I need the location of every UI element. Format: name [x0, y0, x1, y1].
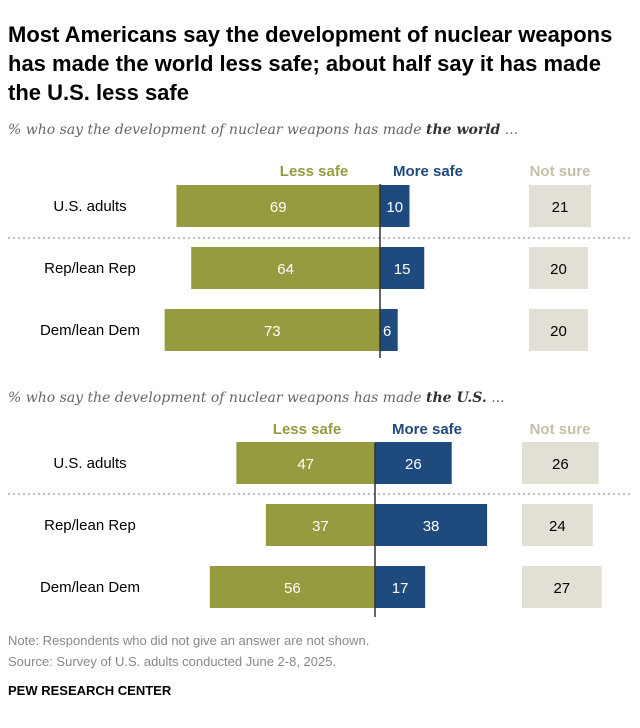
- chart1-subtitle: % who say the development of nuclear wea…: [8, 122, 518, 138]
- value-more-safe: 6: [383, 323, 391, 340]
- bar-less-safe: [164, 309, 380, 351]
- chart1-subtitle-prefix: % who say the development of nuclear wea…: [8, 122, 427, 138]
- legend-less-safe: Less safe: [280, 163, 348, 180]
- legend-more-safe: More safe: [392, 421, 462, 438]
- bar-more-safe: [380, 309, 398, 351]
- bar-less-safe: [191, 247, 380, 289]
- bar-less-safe: [176, 185, 380, 227]
- category-label: U.S. adults: [53, 455, 126, 472]
- bar-not-sure: [529, 247, 588, 289]
- value-more-safe: 26: [405, 456, 422, 473]
- value-not-sure: 26: [552, 456, 569, 473]
- value-not-sure: 21: [552, 199, 569, 216]
- value-less-safe: 64: [277, 261, 294, 278]
- value-less-safe: 69: [270, 199, 287, 216]
- bar-more-safe: [375, 566, 426, 608]
- legend-not-sure: Not sure: [530, 421, 591, 438]
- bar-less-safe: [265, 504, 375, 546]
- value-less-safe: 73: [264, 323, 281, 340]
- chart2-subtitle-prefix: % who say the development of nuclear wea…: [8, 390, 427, 406]
- value-not-sure: 27: [553, 580, 570, 597]
- category-label: Dem/lean Dem: [40, 579, 140, 596]
- value-more-safe: 38: [423, 518, 440, 535]
- bar-not-sure: [522, 442, 599, 484]
- value-less-safe: 56: [284, 580, 301, 597]
- legend-not-sure: Not sure: [530, 163, 591, 180]
- note-text: Note: Respondents who did not give an an…: [8, 633, 370, 648]
- category-label: Dem/lean Dem: [40, 322, 140, 339]
- value-less-safe: 47: [297, 456, 314, 473]
- bar-not-sure: [529, 185, 591, 227]
- chart1-subtitle-suffix: ...: [500, 122, 519, 138]
- value-not-sure: 20: [550, 261, 567, 278]
- bar-more-safe: [380, 247, 425, 289]
- source-text: Source: Survey of U.S. adults conducted …: [8, 654, 337, 669]
- value-less-safe: 37: [312, 518, 329, 535]
- chart2-subtitle-emphasis: the U.S.: [426, 390, 487, 406]
- bar-less-safe: [236, 442, 375, 484]
- bar-more-safe: [375, 504, 488, 546]
- pew-research-center-logo: PEW RESEARCH CENTER: [8, 683, 172, 698]
- category-label: Rep/lean Rep: [44, 517, 136, 534]
- bar-not-sure: [522, 504, 593, 546]
- value-not-sure: 20: [550, 323, 567, 340]
- chart-title: Most Americans say the development of nu…: [8, 22, 613, 105]
- value-more-safe: 15: [394, 261, 411, 278]
- bar-less-safe: [209, 566, 375, 608]
- legend-more-safe: More safe: [393, 163, 463, 180]
- chart1-subtitle-emphasis: the world: [426, 122, 501, 138]
- chart2-subtitle: % who say the development of nuclear wea…: [8, 390, 505, 406]
- bar-more-safe: [380, 185, 410, 227]
- chart2-subtitle-suffix: ...: [486, 390, 505, 406]
- bar-not-sure: [529, 309, 588, 351]
- value-not-sure: 24: [549, 518, 566, 535]
- category-label: U.S. adults: [53, 198, 126, 215]
- value-more-safe: 17: [392, 580, 409, 597]
- category-label: Rep/lean Rep: [44, 260, 136, 277]
- bar-more-safe: [375, 442, 452, 484]
- legend-less-safe: Less safe: [273, 421, 341, 438]
- bar-not-sure: [522, 566, 602, 608]
- value-more-safe: 10: [386, 199, 403, 216]
